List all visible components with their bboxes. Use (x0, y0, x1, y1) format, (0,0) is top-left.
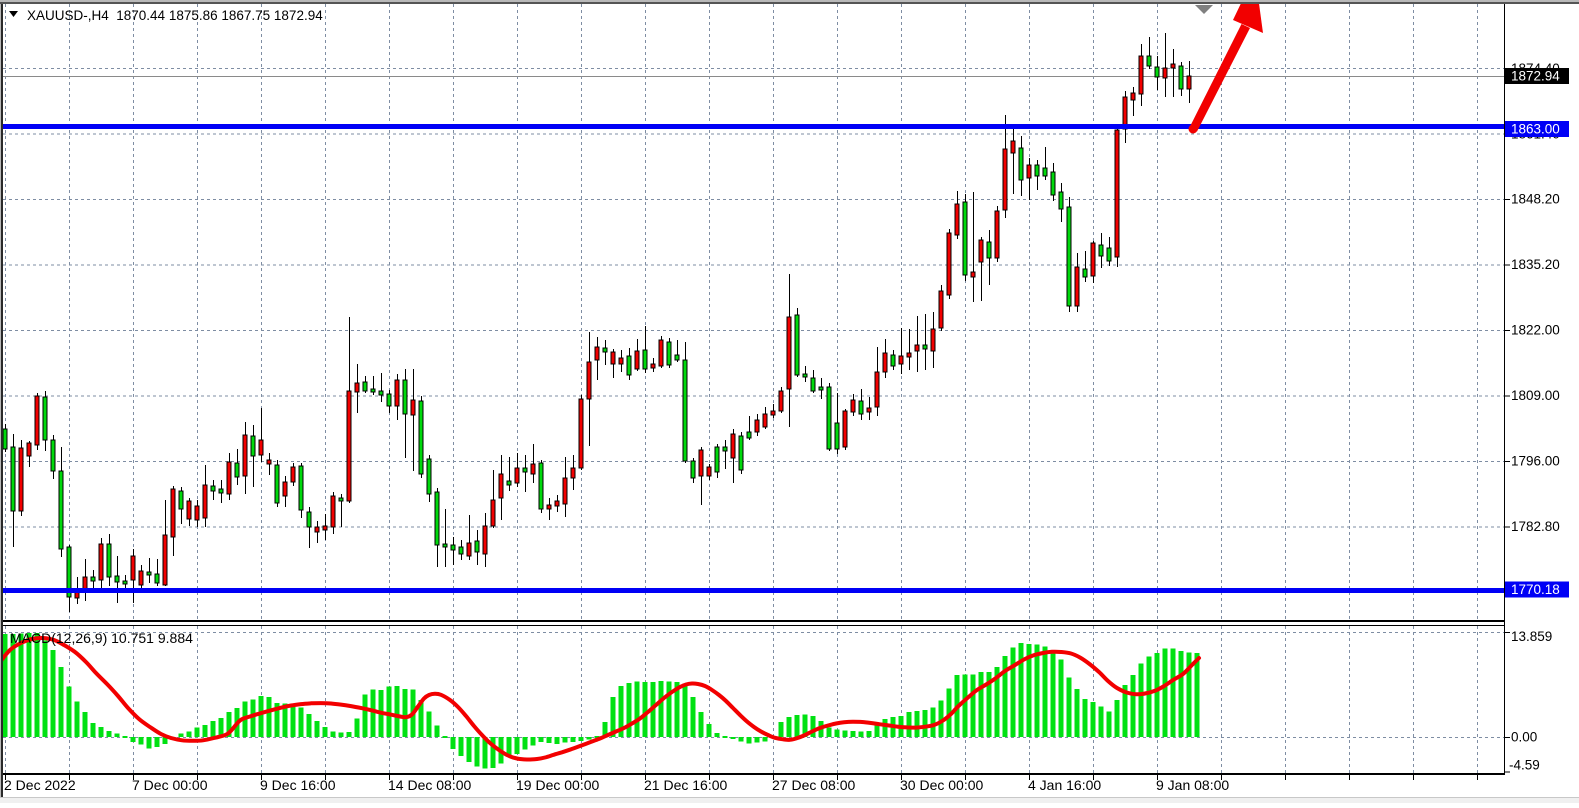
svg-text:19 Dec 00:00: 19 Dec 00:00 (516, 777, 599, 793)
svg-text:9 Dec 16:00: 9 Dec 16:00 (260, 777, 336, 793)
svg-text:1863.00: 1863.00 (1511, 122, 1560, 137)
svg-text:30 Dec 00:00: 30 Dec 00:00 (900, 777, 983, 793)
svg-text:14 Dec 08:00: 14 Dec 08:00 (388, 777, 471, 793)
svg-text:XAUUSD-,H4 1870.44 1875.86 18: XAUUSD-,H4 1870.44 1875.86 1867.75 1872.… (27, 8, 323, 23)
svg-text:1796.00: 1796.00 (1511, 454, 1560, 469)
svg-text:-4.59: -4.59 (1509, 758, 1540, 773)
svg-text:1809.00: 1809.00 (1511, 388, 1560, 403)
svg-text:7 Dec 00:00: 7 Dec 00:00 (132, 777, 208, 793)
svg-text:1782.80: 1782.80 (1511, 519, 1560, 534)
svg-text:2 Dec 2022: 2 Dec 2022 (4, 777, 76, 793)
svg-text:MACD(12,26,9) 10.751 9.884: MACD(12,26,9) 10.751 9.884 (10, 630, 193, 646)
svg-text:27 Dec 08:00: 27 Dec 08:00 (772, 777, 855, 793)
svg-text:21 Dec 16:00: 21 Dec 16:00 (644, 777, 727, 793)
svg-text:1822.00: 1822.00 (1511, 323, 1560, 338)
svg-text:1872.94: 1872.94 (1511, 69, 1560, 84)
svg-text:13.859: 13.859 (1511, 629, 1552, 644)
svg-text:4 Jan 16:00: 4 Jan 16:00 (1028, 777, 1101, 793)
svg-text:1835.20: 1835.20 (1511, 257, 1560, 272)
svg-text:9 Jan 08:00: 9 Jan 08:00 (1156, 777, 1229, 793)
svg-text:1770.18: 1770.18 (1511, 582, 1560, 597)
svg-text:1848.20: 1848.20 (1511, 192, 1560, 207)
svg-text:0.00: 0.00 (1511, 730, 1537, 745)
